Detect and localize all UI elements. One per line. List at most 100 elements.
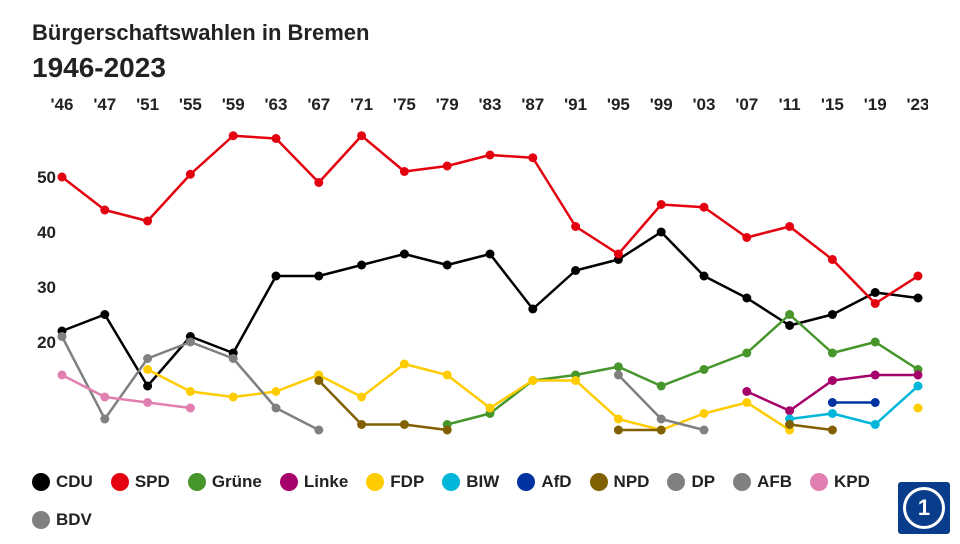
- legend-item: SPD: [111, 472, 170, 492]
- data-point: [914, 404, 923, 413]
- x-axis-label: '46: [51, 95, 74, 114]
- x-axis-label: '15: [821, 95, 844, 114]
- data-point: [143, 217, 152, 226]
- x-axis-label: '75: [393, 95, 416, 114]
- data-point: [186, 338, 195, 347]
- series-line: [62, 337, 319, 431]
- x-axis-label: '95: [607, 95, 630, 114]
- data-point: [914, 294, 923, 303]
- series-line: [790, 386, 918, 425]
- data-point: [828, 310, 837, 319]
- data-point: [742, 387, 751, 396]
- legend-label: AFB: [757, 472, 792, 492]
- data-point: [528, 376, 537, 385]
- data-point: [828, 426, 837, 435]
- x-axis-label: '23: [907, 95, 928, 114]
- data-point: [871, 398, 880, 407]
- data-point: [571, 266, 580, 275]
- data-point: [357, 261, 366, 270]
- legend-item: DP: [667, 472, 715, 492]
- data-point: [700, 409, 709, 418]
- legend-item: AFB: [733, 472, 792, 492]
- data-point: [914, 272, 923, 281]
- legend-swatch: [517, 473, 535, 491]
- data-point: [486, 250, 495, 259]
- data-point: [100, 415, 109, 424]
- series-line: [790, 425, 833, 431]
- x-axis-label: '07: [735, 95, 758, 114]
- series-line: [62, 375, 190, 408]
- x-axis-label: '67: [307, 95, 330, 114]
- data-point: [314, 272, 323, 281]
- data-point: [229, 393, 238, 402]
- data-point: [443, 426, 452, 435]
- x-axis-label: '55: [179, 95, 202, 114]
- legend-item: BIW: [442, 472, 499, 492]
- data-point: [229, 131, 238, 140]
- data-point: [871, 371, 880, 380]
- data-point: [186, 387, 195, 396]
- y-axis-label: 40: [37, 223, 56, 242]
- data-point: [914, 371, 923, 380]
- logo-icon: 1: [903, 487, 945, 529]
- x-axis-label: '79: [436, 95, 459, 114]
- x-axis-label: '51: [136, 95, 159, 114]
- data-point: [272, 134, 281, 143]
- data-point: [614, 250, 623, 259]
- legend-swatch: [280, 473, 298, 491]
- data-point: [742, 294, 751, 303]
- x-axis-label: '87: [521, 95, 544, 114]
- data-point: [742, 349, 751, 358]
- x-axis-label: '99: [650, 95, 673, 114]
- data-point: [400, 250, 409, 259]
- data-point: [58, 371, 67, 380]
- line-chart: '46'47'51'55'59'63'67'71'75'79'83'87'91'…: [32, 92, 928, 462]
- legend-label: AfD: [541, 472, 571, 492]
- x-axis-label: '83: [479, 95, 502, 114]
- data-point: [443, 371, 452, 380]
- data-point: [571, 222, 580, 231]
- data-point: [871, 338, 880, 347]
- broadcaster-logo: 1: [898, 482, 950, 534]
- data-point: [871, 299, 880, 308]
- data-point: [657, 426, 666, 435]
- legend-swatch: [667, 473, 685, 491]
- data-point: [742, 398, 751, 407]
- data-point: [571, 376, 580, 385]
- chart-subtitle: 1946-2023: [32, 52, 166, 84]
- data-point: [785, 222, 794, 231]
- data-point: [143, 382, 152, 391]
- data-point: [443, 162, 452, 171]
- data-point: [100, 393, 109, 402]
- x-axis-label: '71: [350, 95, 373, 114]
- data-point: [614, 371, 623, 380]
- x-axis-label: '19: [864, 95, 887, 114]
- series-line: [62, 136, 918, 304]
- data-point: [785, 406, 794, 415]
- data-point: [785, 420, 794, 429]
- series-line: [447, 315, 918, 425]
- data-point: [314, 426, 323, 435]
- data-point: [914, 382, 923, 391]
- y-axis-label: 20: [37, 333, 56, 352]
- data-point: [143, 365, 152, 374]
- data-point: [58, 332, 67, 341]
- data-point: [742, 233, 751, 242]
- legend-item: KPD: [810, 472, 870, 492]
- legend-label: BIW: [466, 472, 499, 492]
- data-point: [785, 321, 794, 330]
- data-point: [400, 420, 409, 429]
- data-point: [700, 426, 709, 435]
- legend-swatch: [366, 473, 384, 491]
- legend-swatch: [188, 473, 206, 491]
- data-point: [528, 153, 537, 162]
- legend-swatch: [590, 473, 608, 491]
- legend-swatch: [442, 473, 460, 491]
- legend-label: BDV: [56, 510, 92, 530]
- data-point: [614, 362, 623, 371]
- data-point: [357, 420, 366, 429]
- data-point: [272, 404, 281, 413]
- data-point: [614, 415, 623, 424]
- data-point: [143, 354, 152, 363]
- data-point: [828, 255, 837, 264]
